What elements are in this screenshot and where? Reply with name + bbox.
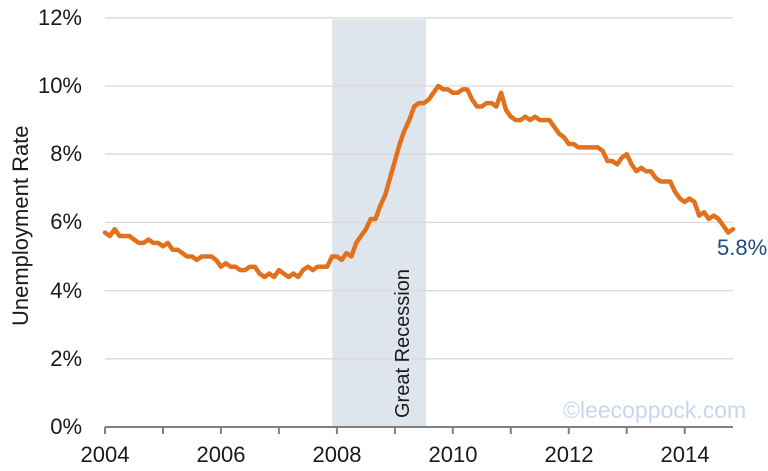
y-tick-label: 4%	[50, 278, 82, 303]
unemployment-rate-line	[102, 83, 736, 280]
y-tick-label: 10%	[37, 73, 82, 98]
watermark: ©leecoppock.com	[563, 397, 747, 423]
recession-band-label: Great Recession	[392, 269, 414, 418]
y-tick-label: 12%	[37, 5, 82, 30]
x-tick-label: 2008	[312, 442, 362, 467]
x-tick-label: 2010	[428, 442, 478, 467]
y-tick-label: 6%	[50, 209, 82, 234]
x-tick-label: 2014	[660, 442, 710, 467]
x-tick-label: 2012	[544, 442, 594, 467]
y-tick-label: 2%	[50, 346, 82, 371]
y-tick-label: 8%	[50, 141, 82, 166]
x-tick-label: 2006	[196, 442, 246, 467]
y-tick-label: 0%	[50, 414, 82, 439]
x-tick-label: 2004	[80, 442, 130, 467]
end-value-label: 5.8%	[717, 235, 768, 260]
